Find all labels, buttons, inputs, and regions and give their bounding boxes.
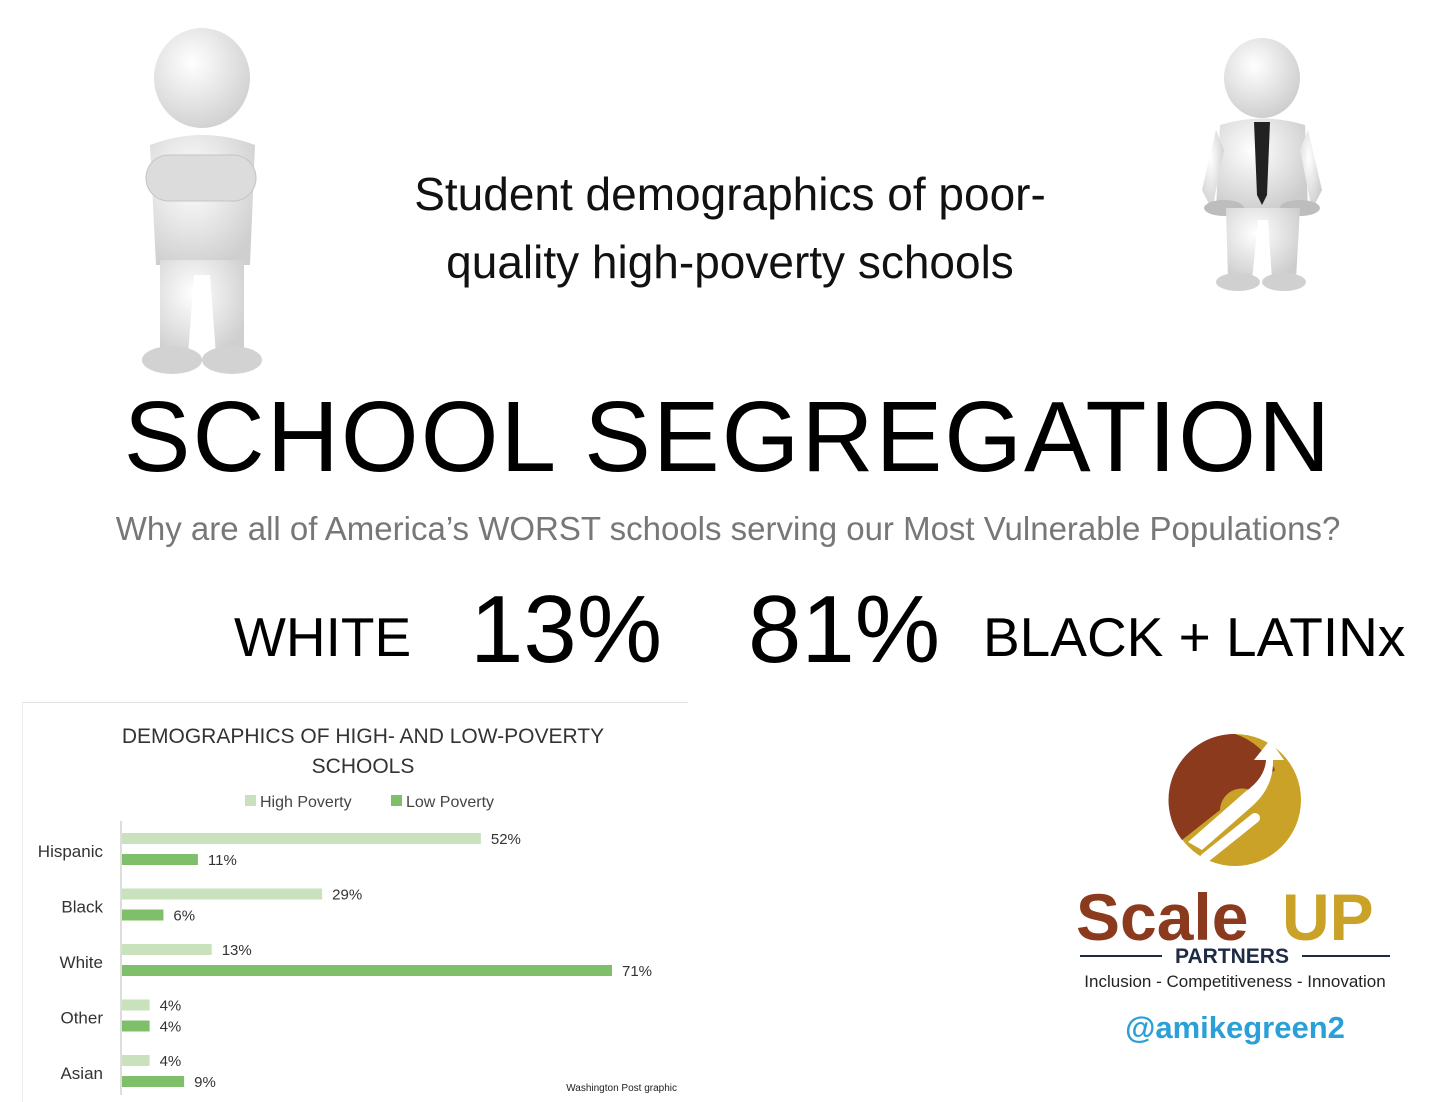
twitter-handle: @amikegreen2: [1125, 1010, 1345, 1045]
main-title: SCHOOL SEGREGATION: [123, 381, 1333, 493]
scaleup-logo: Scale UP PARTNERS: [1076, 733, 1390, 968]
bar-value-label: 11%: [208, 852, 237, 869]
stat-white-percent: 13%: [470, 576, 663, 683]
scaleup-emblem-icon: [1168, 733, 1301, 866]
bar-value-label: 4%: [160, 1019, 182, 1036]
bar: [122, 909, 164, 921]
stat-white-label: WHITE: [234, 606, 412, 668]
bar: [122, 1055, 150, 1066]
bar-value-label: 4%: [160, 998, 182, 1015]
stat-black-latinx-label: BLACK + LATINx: [983, 606, 1406, 668]
bar: [122, 1020, 150, 1032]
bar: [122, 833, 481, 844]
headline: Student demographics of poor- quality hi…: [300, 160, 1160, 296]
category-label: Black: [61, 898, 103, 917]
bar: [122, 854, 198, 865]
brand-partners: PARTNERS: [1175, 945, 1289, 968]
headline-line-2: quality high-poverty schools: [446, 236, 1014, 288]
category-label: White: [60, 953, 103, 972]
bar-value-label: 13%: [222, 942, 252, 959]
legend-swatch: [391, 795, 402, 806]
arms-crossed-figure-icon: [142, 28, 262, 374]
brand-up: UP: [1282, 880, 1374, 954]
brand-scale: Scale: [1076, 880, 1248, 954]
chart-source: Washington Post graphic: [566, 1083, 677, 1094]
chart-title-line-2: SCHOOLS: [312, 755, 415, 778]
bar-value-label: 4%: [160, 1053, 182, 1070]
question-subtitle: Why are all of America’s WORST schools s…: [115, 510, 1341, 547]
headline-line-1: Student demographics of poor-: [414, 168, 1046, 220]
chart-canvas: DEMOGRAPHICS OF HIGH- AND LOW-POVERTY SCH…: [38, 725, 677, 1095]
bar: [122, 1076, 185, 1087]
bar-value-label: 29%: [332, 887, 362, 904]
legend-label: Low Poverty: [406, 794, 494, 811]
bar-value-label: 9%: [194, 1074, 216, 1091]
legend-label: High Poverty: [260, 794, 352, 811]
bar: [122, 944, 212, 955]
demographics-chart: DEMOGRAPHICS OF HIGH- AND LOW-POVERTY SCH…: [22, 702, 688, 1102]
chart-title-line-1: DEMOGRAPHICS OF HIGH- AND LOW-POVERTY: [122, 725, 604, 748]
category-label: Asian: [60, 1064, 103, 1083]
category-label: Hispanic: [38, 842, 104, 861]
bar: [122, 965, 612, 976]
bar-value-label: 6%: [173, 908, 195, 925]
empty-pockets-figure-icon: [1202, 38, 1322, 291]
stat-black-latinx-percent: 81%: [748, 576, 941, 683]
bar: [122, 888, 323, 900]
legend-swatch: [245, 795, 256, 806]
bar-value-label: 71%: [622, 963, 652, 980]
bar: [122, 999, 150, 1011]
tagline: Inclusion - Competitiveness - Innovation: [1084, 972, 1386, 991]
category-label: Other: [60, 1009, 103, 1028]
bar-value-label: 52%: [491, 831, 521, 848]
